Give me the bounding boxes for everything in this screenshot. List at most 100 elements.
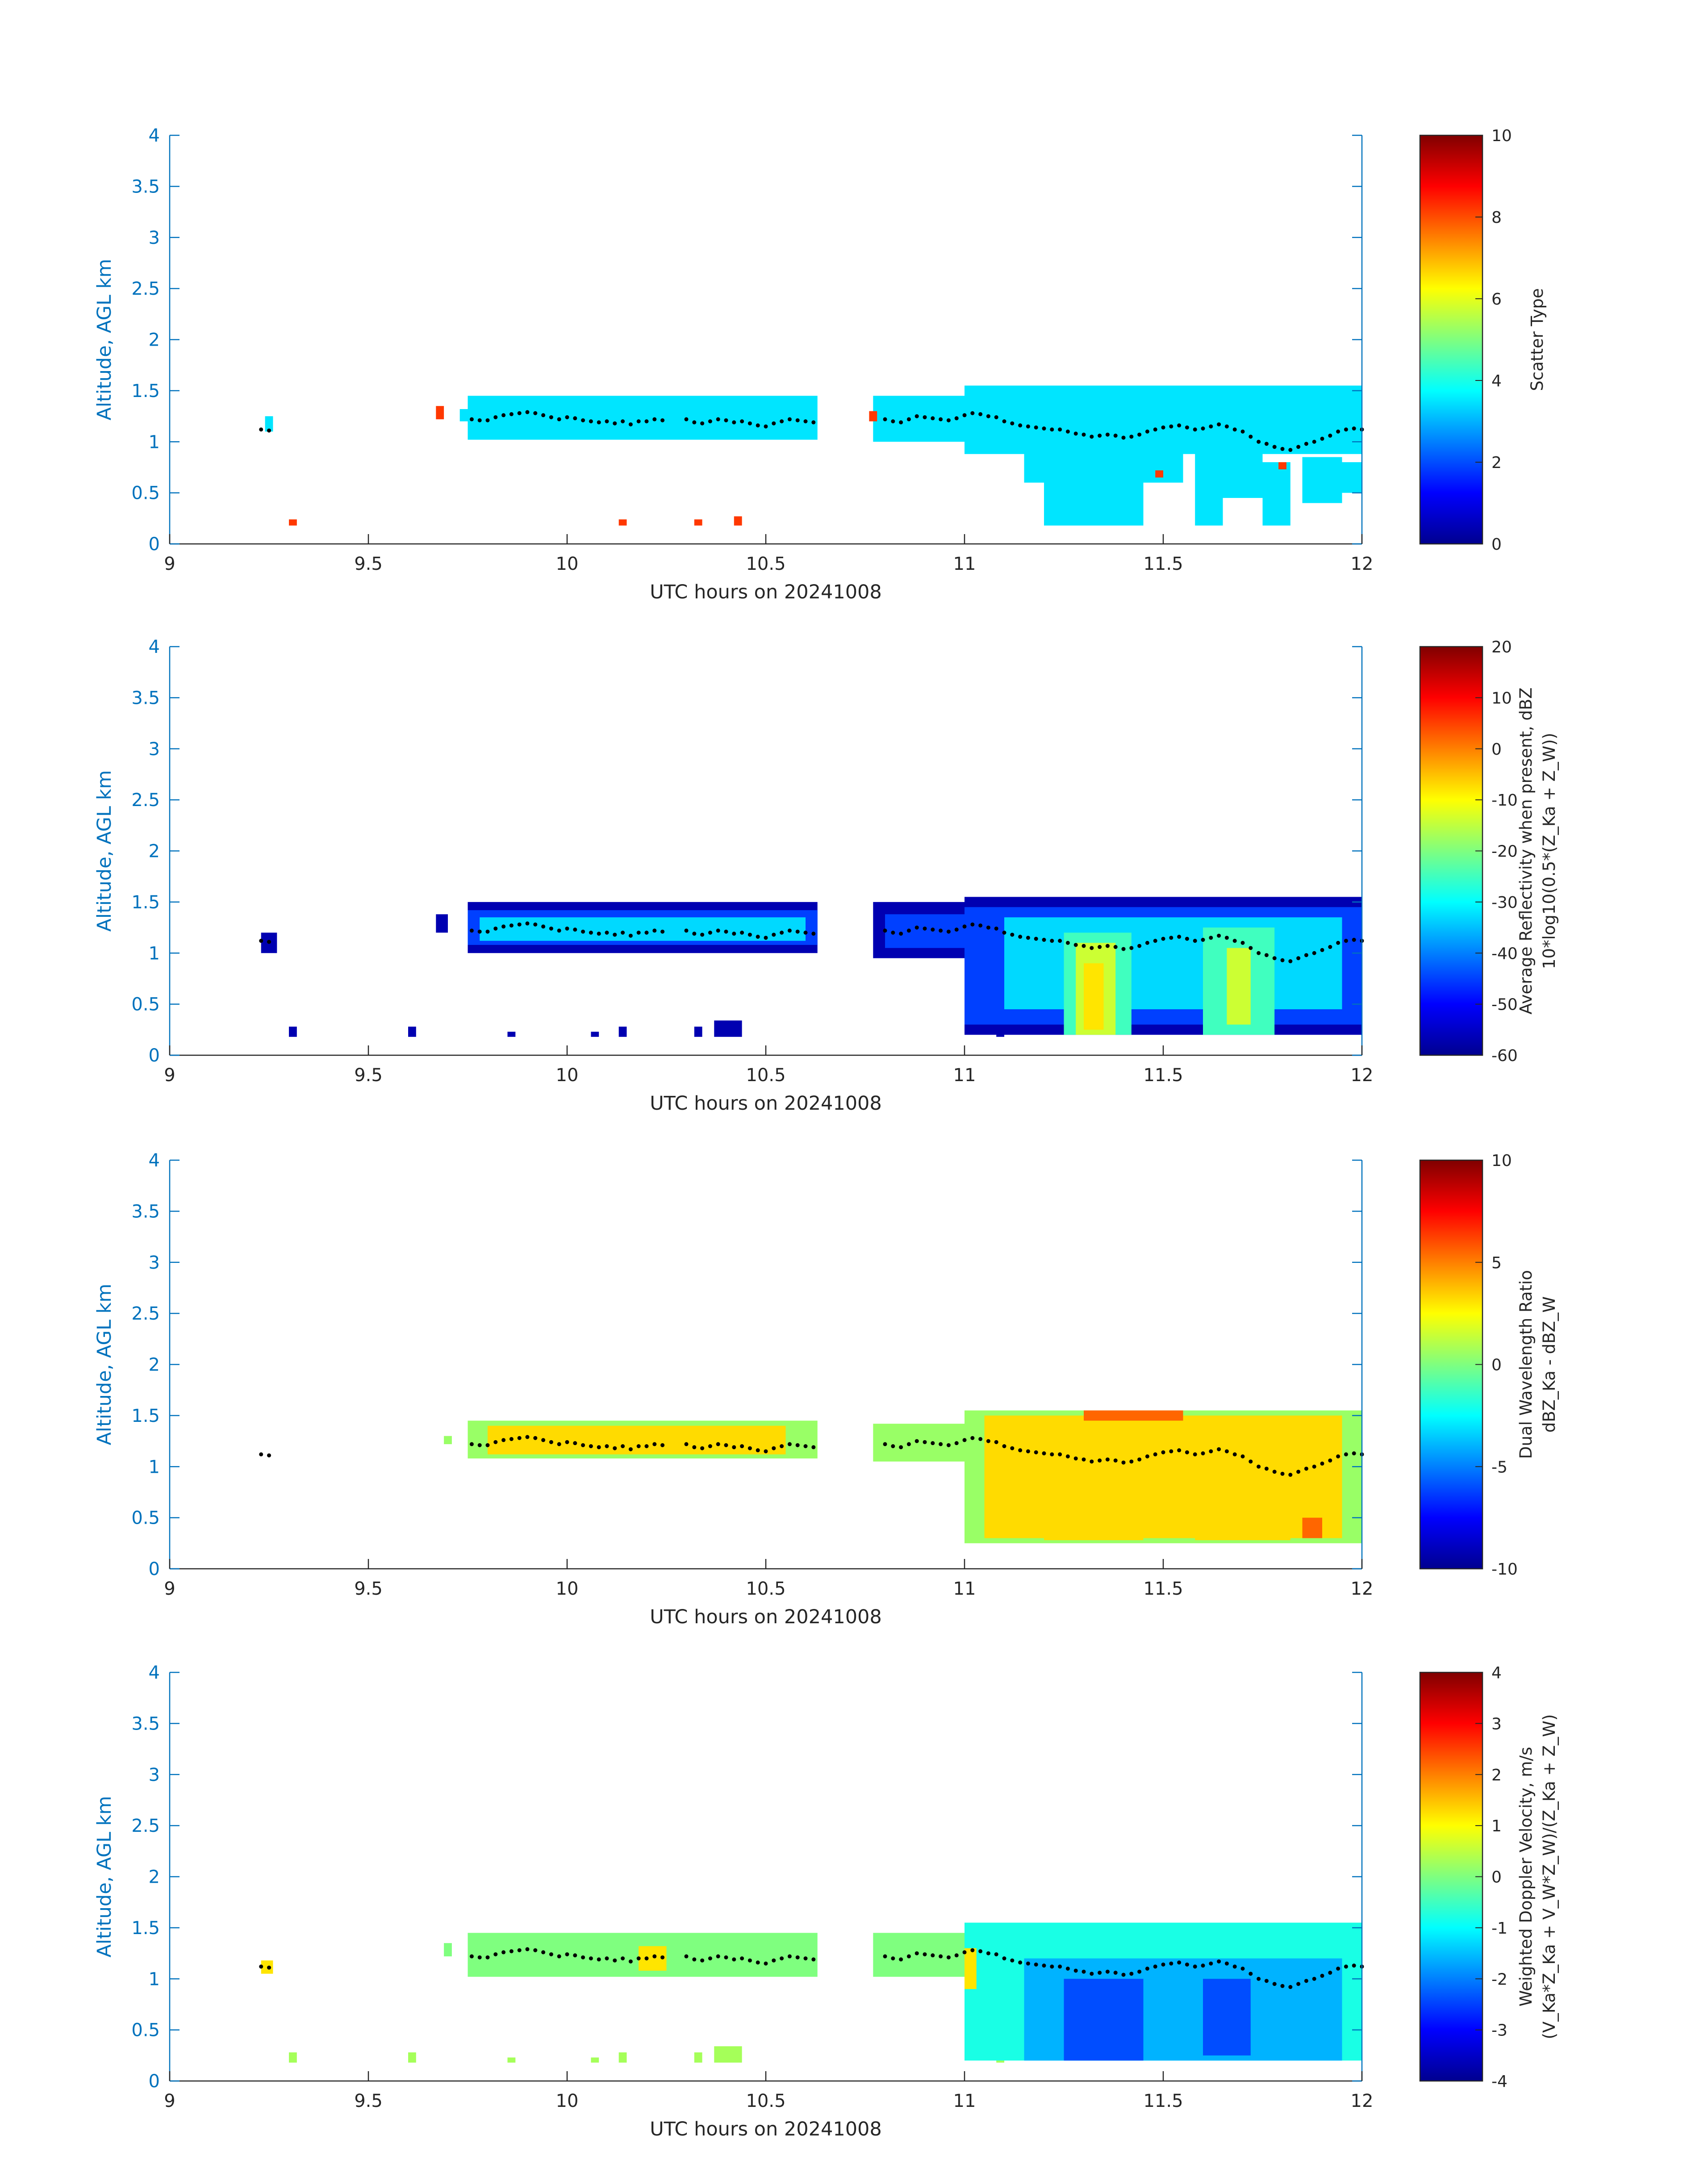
trace-point — [1137, 944, 1142, 948]
y-tick-label: 4 — [149, 125, 160, 146]
y-tick-label: 2.5 — [131, 1304, 160, 1324]
colorbar-gradient — [1419, 134, 1483, 545]
trace-point — [1113, 434, 1118, 438]
heatmap-cell — [965, 1948, 977, 1989]
trace-point — [581, 929, 585, 934]
trace-point — [1026, 1961, 1030, 1966]
trace-point — [1137, 1969, 1142, 1974]
y-tick-label: 1 — [149, 1969, 160, 1989]
trace-point — [1073, 943, 1078, 947]
trace-point — [557, 1954, 561, 1959]
trace-point — [732, 1957, 736, 1962]
trace-point — [573, 928, 577, 932]
trace-point — [1058, 939, 1062, 943]
trace-point — [267, 1965, 271, 1970]
trace-point — [517, 1948, 522, 1952]
trace-point — [1328, 434, 1332, 438]
trace-point — [621, 1444, 625, 1448]
trace-point — [883, 1954, 887, 1959]
colorbar-gradient — [1419, 646, 1483, 1056]
trace-point — [931, 1953, 935, 1958]
x-axis-label: UTC hours on 20241008 — [650, 1606, 882, 1628]
trace-point — [628, 933, 633, 938]
trace-point — [1161, 425, 1165, 430]
trace-point — [923, 415, 927, 419]
trace-point — [1065, 1966, 1070, 1971]
x-tick-label: 11 — [953, 1579, 976, 1599]
trace-point — [787, 928, 792, 933]
trace-point — [557, 928, 561, 933]
trace-point — [1018, 423, 1023, 428]
colorbar-tick-label: 0 — [1491, 1356, 1502, 1375]
trace-point — [986, 925, 990, 930]
trace-point — [1065, 940, 1070, 945]
trace-point — [541, 924, 546, 929]
trace-point — [931, 928, 935, 932]
trace-point — [946, 1955, 951, 1960]
trace-point — [1090, 435, 1094, 439]
trace-point — [1098, 434, 1102, 438]
trace-point — [549, 415, 553, 419]
trace-point — [605, 1956, 609, 1960]
x-tick-label: 9 — [164, 1579, 175, 1599]
heatmap-cell — [436, 406, 444, 419]
trace-point — [1177, 1448, 1182, 1453]
trace-point — [597, 420, 601, 425]
trace-point — [1137, 432, 1142, 437]
trace-point — [1050, 939, 1054, 943]
trace-point — [1344, 939, 1348, 943]
trace-point — [1018, 1960, 1023, 1965]
trace-point — [267, 940, 271, 944]
trace-point — [962, 1950, 967, 1955]
trace-point — [259, 1964, 263, 1969]
trace-point — [891, 1956, 895, 1960]
trace-point — [772, 421, 776, 426]
trace-point — [756, 423, 760, 428]
trace-point — [1304, 953, 1308, 957]
heatmap-cell — [996, 1026, 1004, 1037]
trace-point — [1201, 938, 1205, 942]
heatmap-cell — [488, 1425, 786, 1454]
trace-point — [477, 929, 482, 934]
y-tick-label: 0.5 — [131, 1508, 160, 1529]
heatmap-cell — [1084, 1410, 1183, 1421]
trace-point — [509, 1949, 514, 1953]
heatmap-cell — [618, 1026, 627, 1037]
trace-point — [1050, 1452, 1054, 1457]
trace-point — [636, 419, 641, 423]
trace-point — [772, 1446, 776, 1450]
trace-point — [748, 1446, 752, 1450]
trace-point — [764, 1961, 768, 1966]
x-tick-label: 9 — [164, 1065, 175, 1086]
heatmap-cell — [1084, 963, 1104, 1030]
trace-point — [954, 416, 959, 421]
y-tick-label: 0 — [149, 2071, 160, 2092]
y-tick-label: 1 — [149, 432, 160, 452]
y-tick-label: 3.5 — [131, 176, 160, 197]
trace-point — [660, 418, 665, 422]
trace-point — [1026, 936, 1030, 940]
trace-point — [1240, 1966, 1245, 1971]
y-tick-label: 4 — [149, 1663, 160, 1683]
trace-point — [1177, 423, 1182, 428]
trace-point — [986, 1439, 990, 1443]
x-tick-label: 11 — [953, 1065, 976, 1086]
heatmap-cell — [261, 1960, 273, 1974]
heatmap-cell — [1342, 462, 1362, 493]
y-tick-label: 2 — [149, 1355, 160, 1375]
trace-point — [1098, 1971, 1102, 1975]
trace-point — [1105, 1969, 1110, 1974]
y-tick-label: 2 — [149, 1867, 160, 1888]
trace-point — [740, 1956, 744, 1960]
trace-point — [891, 1444, 895, 1448]
trace-point — [986, 414, 990, 418]
colorbar: -4 -3 -2 -1 0 1 2 3 4 Weighted Doppler Velocity, … — [1419, 1664, 1559, 2091]
trace-point — [1121, 1460, 1126, 1465]
trace-point — [541, 413, 546, 418]
trace-point — [1201, 1964, 1205, 1968]
trace-point — [994, 926, 998, 931]
trace-point — [1105, 432, 1110, 437]
trace-point — [1288, 959, 1293, 964]
trace-point — [1264, 442, 1269, 446]
trace-point — [1042, 938, 1046, 942]
